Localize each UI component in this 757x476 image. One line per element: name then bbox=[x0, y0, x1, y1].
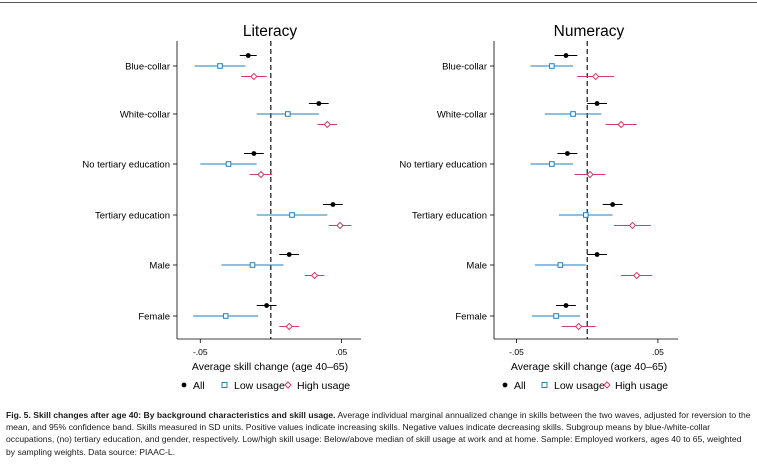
numeracy-all-point bbox=[594, 252, 600, 257]
literacy-category-label: Female bbox=[138, 312, 170, 323]
numeracy-category-label: Male bbox=[466, 261, 487, 272]
literacy-category-label: Male bbox=[149, 261, 170, 272]
numeracy-category-label: Blue-collar bbox=[442, 62, 487, 73]
numeracy-category-label: Female bbox=[455, 312, 487, 323]
top-rule bbox=[0, 2, 757, 3]
legend-low-marker bbox=[221, 382, 228, 388]
literacy-category-label: Blue-collar bbox=[125, 62, 170, 73]
numeracy-high-point bbox=[591, 72, 600, 81]
legend-high-marker bbox=[603, 381, 611, 389]
literacy-all-point bbox=[330, 202, 336, 207]
literacy-x-tick-label: .05 bbox=[335, 347, 347, 357]
legend-high-label: High usage bbox=[297, 380, 350, 392]
literacy-panel: Literacy Average skill change (age 40–65… bbox=[82, 23, 361, 373]
legend-high-marker bbox=[284, 381, 292, 389]
literacy-high-point bbox=[257, 170, 265, 179]
literacy-low-point bbox=[225, 161, 232, 167]
literacy-low-point bbox=[217, 63, 223, 69]
numeracy-high-point bbox=[586, 170, 594, 179]
numeracy-title: Numeracy bbox=[554, 23, 625, 40]
numeracy-low-point bbox=[557, 262, 564, 268]
numeracy-x-axis-label: Average skill change (age 40–65) bbox=[511, 361, 667, 373]
literacy-low-point bbox=[222, 313, 229, 319]
legend-all-label: All bbox=[514, 380, 526, 392]
numeracy-legend: All Low usage High usage bbox=[502, 380, 668, 392]
literacy-all-point bbox=[245, 53, 251, 58]
literacy-low-point bbox=[289, 212, 295, 218]
numeracy-high-point bbox=[628, 221, 637, 230]
literacy-high-point bbox=[250, 72, 258, 81]
literacy-x-axis-label: Average skill change (age 40–65) bbox=[192, 361, 348, 373]
numeracy-low-point bbox=[549, 63, 555, 69]
literacy-all-point bbox=[264, 303, 270, 308]
numeracy-high-point bbox=[632, 271, 641, 280]
legend-low-label: Low usage bbox=[554, 380, 605, 392]
literacy-high-point bbox=[323, 120, 331, 129]
numeracy-category-label: White-collar bbox=[437, 110, 487, 121]
legend-high-label: High usage bbox=[615, 380, 668, 392]
numeracy-all-point bbox=[610, 202, 616, 207]
numeracy-category-label: Tertiary education bbox=[412, 211, 487, 222]
legend-all-label: All bbox=[193, 380, 205, 392]
caption-text: Average individual marginal annualized c… bbox=[6, 410, 751, 457]
literacy-low-point bbox=[249, 262, 256, 268]
literacy-high-point bbox=[285, 322, 293, 331]
literacy-low-point bbox=[284, 111, 291, 117]
literacy-all-point bbox=[286, 252, 292, 257]
numeracy-x-tick-label: .05 bbox=[652, 347, 664, 357]
figure-caption: Fig. 5. Skill changes after age 40: By b… bbox=[6, 409, 751, 458]
numeracy-all-point bbox=[565, 151, 570, 156]
numeracy-low-point bbox=[570, 111, 576, 117]
numeracy-low-point bbox=[553, 313, 559, 319]
legend-low-label: Low usage bbox=[234, 380, 285, 392]
legend-low-marker bbox=[541, 382, 548, 388]
literacy-high-point bbox=[336, 221, 344, 230]
literacy-title: Literacy bbox=[243, 23, 298, 40]
literacy-category-label: No tertiary education bbox=[82, 160, 170, 171]
numeracy-panel: Numeracy Average skill change (age 40–65… bbox=[399, 23, 678, 373]
numeracy-low-point bbox=[582, 212, 589, 218]
literacy-legend: All Low usage High usage bbox=[181, 380, 350, 392]
numeracy-all-point bbox=[594, 101, 600, 106]
numeracy-low-point bbox=[549, 161, 555, 167]
numeracy-x-tick-label: -.05 bbox=[509, 347, 524, 357]
literacy-all-point bbox=[316, 101, 322, 106]
literacy-category-label: Tertiary education bbox=[95, 211, 170, 222]
numeracy-all-point bbox=[563, 303, 569, 308]
skill-change-figure: Literacy Average skill change (age 40–65… bbox=[82, 23, 678, 392]
literacy-x-tick-label: -.05 bbox=[193, 347, 208, 357]
literacy-all-point bbox=[251, 151, 257, 156]
numeracy-all-point bbox=[563, 53, 569, 58]
literacy-category-label: White-collar bbox=[120, 110, 170, 121]
legend-all-marker bbox=[502, 382, 508, 388]
caption-label: Fig. 5. Skill changes after age 40: By b… bbox=[6, 410, 336, 420]
legend-all-marker bbox=[181, 382, 187, 388]
numeracy-high-point bbox=[617, 120, 625, 129]
numeracy-high-point bbox=[575, 322, 583, 331]
numeracy-category-label: No tertiary education bbox=[399, 160, 487, 171]
literacy-high-point bbox=[310, 271, 319, 280]
